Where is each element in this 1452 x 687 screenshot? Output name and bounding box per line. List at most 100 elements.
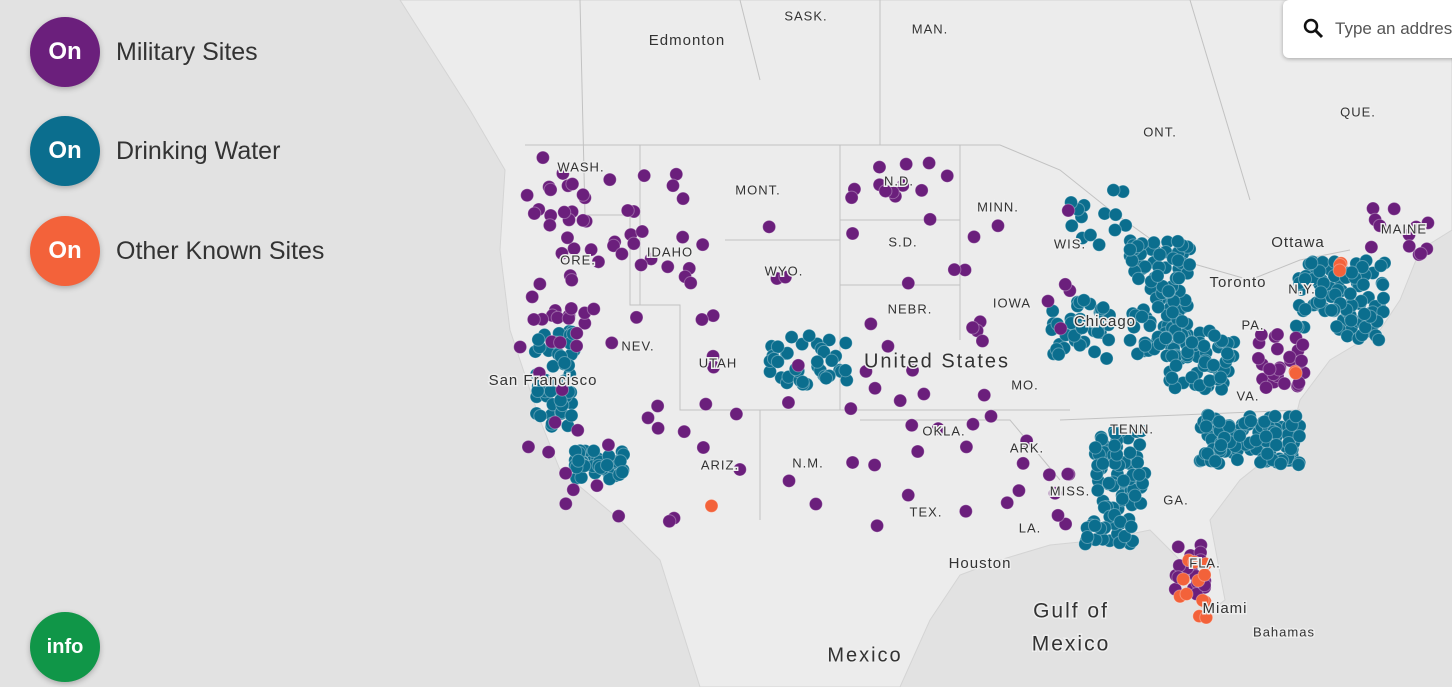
map-label: OKLA. — [922, 423, 965, 438]
site-marker — [947, 262, 962, 277]
site-marker — [895, 178, 910, 193]
site-marker — [1107, 438, 1122, 453]
site-marker — [569, 326, 584, 341]
site-marker — [1304, 256, 1319, 271]
site-marker — [1170, 234, 1185, 249]
site-marker — [1134, 423, 1149, 438]
site-marker — [845, 226, 860, 241]
site-marker — [571, 453, 586, 468]
map-label: QUE. — [1340, 104, 1376, 119]
info-button[interactable]: info — [30, 612, 100, 682]
site-marker — [675, 230, 690, 245]
site-marker — [1075, 320, 1090, 335]
site-marker — [845, 455, 860, 470]
site-marker — [525, 289, 540, 304]
site-marker — [1254, 327, 1269, 342]
site-marker — [1053, 321, 1068, 336]
site-marker — [822, 332, 837, 347]
layer-toggle: On Drinking Water — [30, 116, 280, 186]
search-box[interactable]: Type an address — [1283, 0, 1452, 58]
site-marker — [1042, 467, 1057, 482]
site-marker — [1357, 307, 1372, 322]
site-marker — [1169, 358, 1184, 373]
toggle-button[interactable]: On — [30, 216, 100, 286]
site-marker — [1095, 456, 1110, 471]
map-label: LA. — [1019, 520, 1042, 535]
site-marker — [990, 218, 1005, 233]
site-marker — [1101, 476, 1116, 491]
site-marker — [1343, 286, 1358, 301]
site-marker — [558, 496, 573, 511]
site-marker — [1083, 228, 1098, 243]
info-control: info — [30, 612, 100, 682]
site-marker — [554, 246, 569, 261]
site-marker — [626, 236, 641, 251]
site-marker — [1117, 529, 1132, 544]
site-marker — [1273, 456, 1288, 471]
site-marker — [1019, 433, 1034, 448]
site-marker — [844, 190, 859, 205]
site-marker — [513, 339, 528, 354]
site-marker — [791, 358, 806, 373]
site-marker — [1187, 555, 1202, 570]
site-marker — [1087, 344, 1102, 359]
site-marker — [695, 237, 710, 252]
site-marker — [1135, 309, 1150, 324]
site-marker — [780, 346, 795, 361]
site-marker — [975, 333, 990, 348]
site-marker — [620, 203, 635, 218]
site-marker — [557, 205, 572, 220]
map-label: Houston — [949, 555, 1012, 572]
site-marker — [1282, 350, 1297, 365]
site-marker — [910, 444, 925, 459]
site-marker — [1251, 351, 1266, 366]
site-marker — [1258, 429, 1273, 444]
site-marker — [1199, 419, 1214, 434]
site-marker — [899, 157, 914, 172]
site-marker — [1130, 346, 1145, 361]
site-marker — [591, 254, 606, 269]
site-marker — [1208, 454, 1223, 469]
site-marker — [838, 335, 853, 350]
site-marker — [870, 518, 885, 533]
site-marker — [1196, 338, 1211, 353]
site-marker — [1344, 313, 1359, 328]
site-marker — [569, 338, 584, 353]
site-marker — [1371, 332, 1386, 347]
site-marker — [543, 182, 558, 197]
site-marker — [662, 514, 677, 529]
site-marker — [1124, 519, 1139, 534]
site-marker — [893, 393, 908, 408]
site-marker — [816, 344, 831, 359]
site-marker — [965, 417, 980, 432]
site-marker — [565, 177, 580, 192]
site-marker — [602, 172, 617, 187]
map-label: Mexico — [827, 644, 902, 666]
site-marker — [576, 187, 591, 202]
site-marker — [1096, 300, 1111, 315]
site-marker — [669, 167, 684, 182]
site-marker — [696, 440, 711, 455]
site-marker — [984, 409, 999, 424]
toggle-button[interactable]: On — [30, 17, 100, 87]
site-marker — [553, 335, 568, 350]
site-marker — [567, 241, 582, 256]
site-marker — [532, 366, 547, 381]
site-marker — [802, 328, 817, 343]
site-marker — [606, 238, 621, 253]
site-marker — [555, 382, 570, 397]
site-marker — [1172, 330, 1187, 345]
site-marker — [644, 251, 659, 266]
site-marker — [959, 439, 974, 454]
toggle-button[interactable]: On — [30, 116, 100, 186]
site-marker — [698, 397, 713, 412]
site-marker — [1295, 337, 1310, 352]
site-marker — [1291, 457, 1306, 472]
site-marker — [706, 360, 721, 375]
site-marker — [1366, 201, 1381, 216]
site-marker — [1355, 260, 1370, 275]
site-marker — [940, 168, 955, 183]
site-marker — [1179, 587, 1194, 602]
site-marker — [1269, 438, 1284, 453]
site-marker — [1116, 473, 1131, 488]
